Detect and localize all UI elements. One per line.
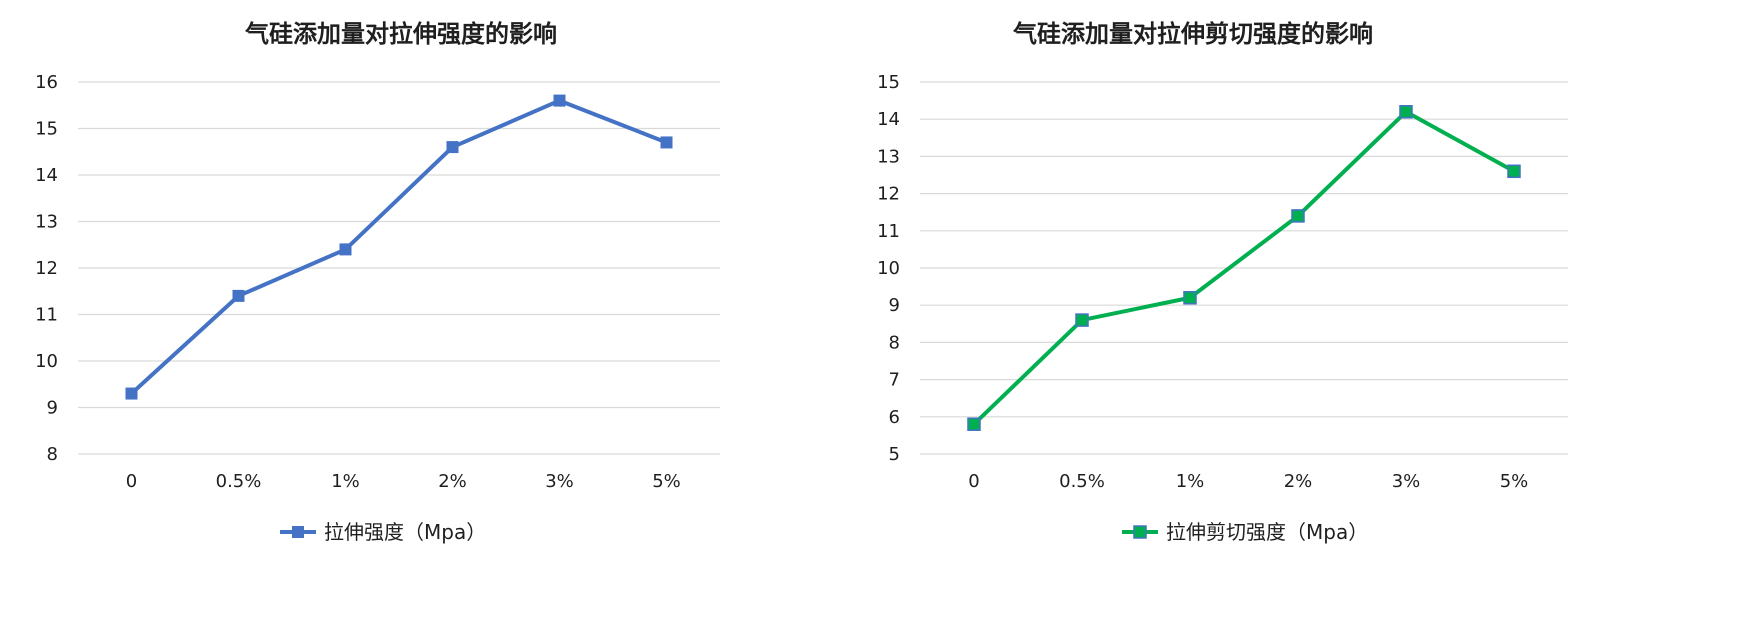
y-tick-label: 9	[47, 398, 58, 419]
y-tick-label: 15	[35, 119, 58, 140]
series-line	[972, 109, 1516, 427]
legend: 拉伸剪切强度（Mpa）	[1122, 520, 1368, 544]
y-tick-label: 16	[35, 72, 58, 93]
legend-label: 拉伸剪切强度（Mpa）	[1166, 520, 1368, 544]
x-tick-label: 0.5%	[216, 471, 262, 492]
y-tick-label: 14	[35, 165, 58, 186]
data-point-marker	[1075, 313, 1089, 327]
x-axis-ticks: 0 0.5% 1% 2% 3% 5%	[126, 471, 681, 492]
data-point-marker	[339, 243, 352, 256]
series-plot	[967, 105, 1521, 431]
x-tick-label: 2%	[1284, 471, 1313, 492]
legend-label: 拉伸强度（Mpa）	[324, 520, 486, 544]
y-tick-label: 12	[877, 184, 900, 205]
gridlines	[920, 81, 1568, 455]
legend-marker	[1133, 525, 1147, 539]
y-tick-label: 10	[877, 258, 900, 279]
y-axis-ticks: 8 9 10 11 12 13 14 15 16	[35, 72, 58, 465]
y-tick-label: 13	[877, 146, 900, 167]
data-point-marker	[232, 289, 245, 302]
data-point-marker	[1507, 164, 1521, 179]
y-tick-label: 6	[889, 407, 900, 428]
chart-title: 气硅添加量对拉伸剪切强度的影响	[1012, 20, 1373, 48]
y-tick-label: 10	[35, 351, 58, 372]
chart-title: 气硅添加量对拉伸强度的影响	[244, 20, 557, 48]
x-tick-label: 3%	[1392, 471, 1421, 492]
x-tick-label: 1%	[331, 471, 360, 492]
y-tick-label: 14	[877, 109, 900, 130]
y-tick-label: 13	[35, 212, 58, 233]
data-point-marker	[1399, 105, 1413, 119]
x-tick-label: 1%	[1176, 471, 1205, 492]
series-line	[129, 98, 669, 396]
y-tick-label: 9	[889, 295, 900, 316]
legend-marker	[292, 526, 304, 538]
y-tick-label: 5	[889, 444, 900, 465]
y-tick-label: 11	[35, 305, 58, 326]
x-tick-label: 5%	[652, 471, 681, 492]
x-tick-label: 3%	[545, 471, 574, 492]
data-point-marker	[125, 387, 138, 400]
x-tick-label: 0	[126, 471, 137, 492]
y-tick-label: 12	[35, 258, 58, 279]
y-tick-label: 8	[889, 332, 900, 353]
data-point-marker	[1291, 209, 1305, 223]
y-tick-label: 7	[889, 370, 900, 391]
data-point-marker	[446, 141, 459, 154]
shear-strength-chart: 气硅添加量对拉伸剪切强度的影响 5 6 7 8 9 10 11 12 13 14 15 0 0.5% 1…	[877, 20, 1568, 544]
x-tick-label: 0.5%	[1059, 471, 1105, 492]
x-tick-label: 5%	[1500, 471, 1529, 492]
y-tick-label: 11	[877, 221, 900, 242]
data-point-marker	[1183, 291, 1197, 305]
data-point-marker	[553, 94, 566, 107]
data-point-marker	[967, 417, 981, 431]
gridlines	[78, 81, 720, 455]
tensile-strength-chart: 气硅添加量对拉伸强度的影响 8 9 10 11 12 13 14 15 16 0 0.5% 1% 2%…	[35, 20, 720, 544]
y-tick-label: 15	[877, 72, 900, 93]
legend: 拉伸强度（Mpa）	[280, 520, 486, 544]
y-tick-label: 8	[47, 444, 58, 465]
series-plot	[125, 94, 673, 400]
x-tick-label: 0	[968, 471, 979, 492]
x-axis-ticks: 0 0.5% 1% 2% 3% 5%	[968, 471, 1528, 492]
x-tick-label: 2%	[438, 471, 467, 492]
data-point-marker	[660, 136, 673, 149]
y-axis-ticks: 5 6 7 8 9 10 11 12 13 14 15	[877, 72, 900, 465]
